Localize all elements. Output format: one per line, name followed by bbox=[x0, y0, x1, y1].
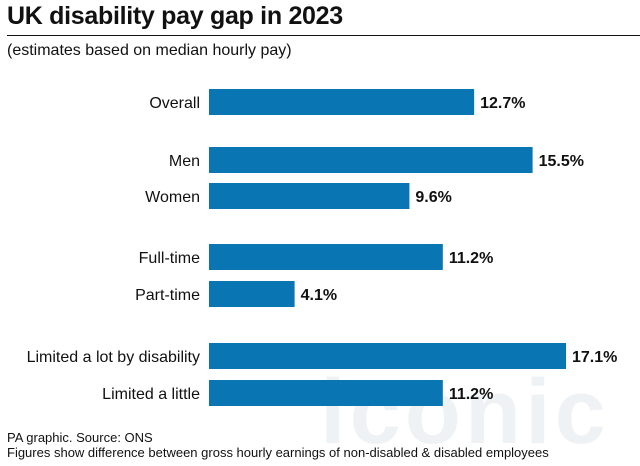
bar bbox=[209, 147, 533, 173]
value-label: 17.1% bbox=[572, 349, 617, 366]
source-credit: PA graphic. Source: ONS bbox=[7, 430, 153, 445]
title-divider bbox=[7, 35, 640, 36]
value-label: 15.5% bbox=[539, 153, 584, 170]
chart-title: UK disability pay gap in 2023 bbox=[7, 2, 343, 30]
source-footnote: Figures show difference between gross ho… bbox=[7, 445, 549, 460]
bar bbox=[209, 89, 475, 115]
category-label: Women bbox=[145, 189, 200, 206]
value-label: 11.2% bbox=[449, 386, 493, 403]
bar bbox=[209, 244, 443, 270]
category-label: Full-time bbox=[139, 250, 200, 267]
category-label: Men bbox=[169, 153, 200, 170]
category-label: Part-time bbox=[135, 287, 200, 304]
value-label: 9.6% bbox=[415, 189, 451, 206]
category-label: Limited a little bbox=[102, 386, 200, 403]
value-label: 12.7% bbox=[480, 95, 525, 112]
bar bbox=[209, 183, 410, 209]
bar-chart: Overall 12.7% Men 15.5% Women 9.6% Full-time 11… bbox=[27, 89, 617, 406]
source-note: PA graphic. Source: ONS Figures show dif… bbox=[7, 430, 549, 460]
chart-subtitle: (estimates based on median hourly pay) bbox=[7, 42, 292, 59]
category-label: Overall bbox=[149, 95, 200, 112]
bar bbox=[209, 380, 443, 406]
value-label: 11.2% bbox=[449, 250, 493, 267]
value-label: 4.1% bbox=[301, 287, 337, 304]
bar bbox=[209, 281, 295, 307]
category-label: Limited a lot by disability bbox=[27, 349, 200, 366]
bar bbox=[209, 343, 566, 369]
